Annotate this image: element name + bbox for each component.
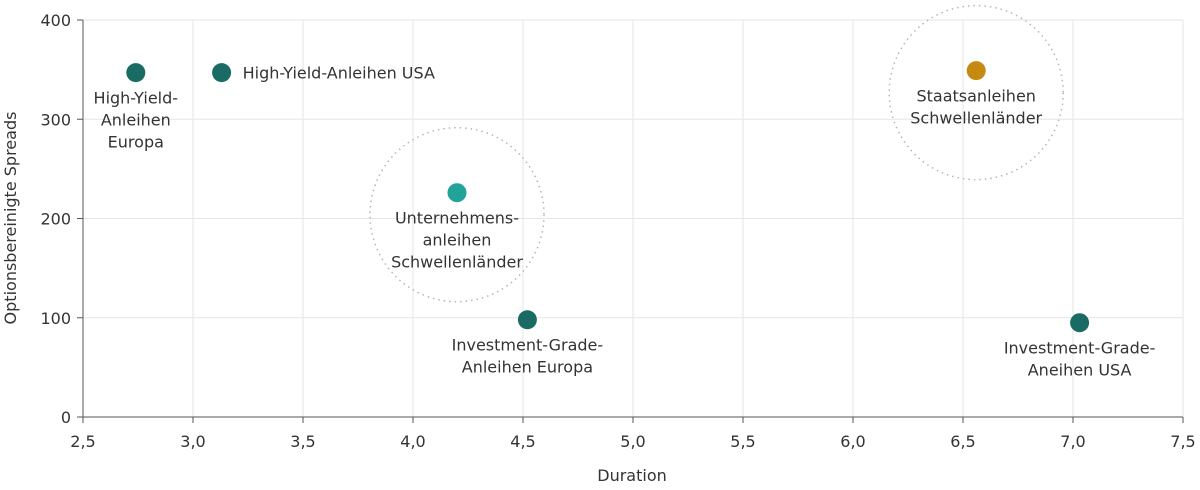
point-label: Investment-Grade-Aneihen USA: [1004, 339, 1156, 380]
point-label: Unternehmens-anleihen Schwellenländer: [391, 209, 523, 272]
y-tick-labels: 0 100 200 300 400: [40, 11, 71, 427]
x-tick-label: 4,5: [510, 432, 535, 451]
point-label: Staatsanleihen Schwellenländer: [910, 87, 1042, 128]
y-tick-label: 400: [40, 11, 71, 30]
y-tick-label: 200: [40, 210, 71, 229]
x-tick-label: 7,0: [1060, 432, 1085, 451]
point-label: High-Yield-Anleihen Europa: [94, 89, 179, 152]
data-point: [966, 61, 986, 81]
y-tick-label: 0: [61, 408, 71, 427]
data-point: [1070, 313, 1090, 333]
x-tick-label: 3,5: [290, 432, 315, 451]
x-tick-label: 5,5: [730, 432, 755, 451]
x-axis-title: Duration: [597, 466, 667, 485]
data-point: [212, 63, 232, 83]
x-tick-label: 5,0: [620, 432, 645, 451]
x-tick-label: 2,5: [70, 432, 95, 451]
x-tick-label: 3,0: [180, 432, 205, 451]
point-label: Investment-Grade-Anleihen Europa: [452, 336, 604, 377]
x-tick-label: 6,0: [840, 432, 865, 451]
y-tick-label: 300: [40, 110, 71, 129]
highlight-circle: [888, 4, 1064, 181]
data-points: [126, 61, 1090, 333]
point-labels: High-Yield-Anleihen Europa High-Yield-Anle…: [94, 64, 1156, 380]
highlight-layer: [369, 4, 1064, 303]
grid-layer: [83, 19, 1184, 417]
x-tick-label: 4,0: [400, 432, 425, 451]
y-tick-label: 100: [40, 309, 71, 328]
y-axis-title: Optionsbereinigte Spreads: [1, 112, 20, 325]
x-tick-labels: 2,5 3,0 3,5 4,0 4,5 5,0 5,5 6,0 6,5 7,0 7,5: [70, 432, 1195, 451]
x-tick-label: 6,5: [950, 432, 975, 451]
data-point: [126, 63, 146, 83]
x-tick-label: 7,5: [1170, 432, 1195, 451]
data-point: [517, 310, 537, 330]
data-point: [447, 183, 467, 203]
point-label: High-Yield-Anleihen USA: [243, 64, 435, 83]
highlight-circle: [369, 126, 545, 303]
axes-layer: [77, 19, 1184, 423]
